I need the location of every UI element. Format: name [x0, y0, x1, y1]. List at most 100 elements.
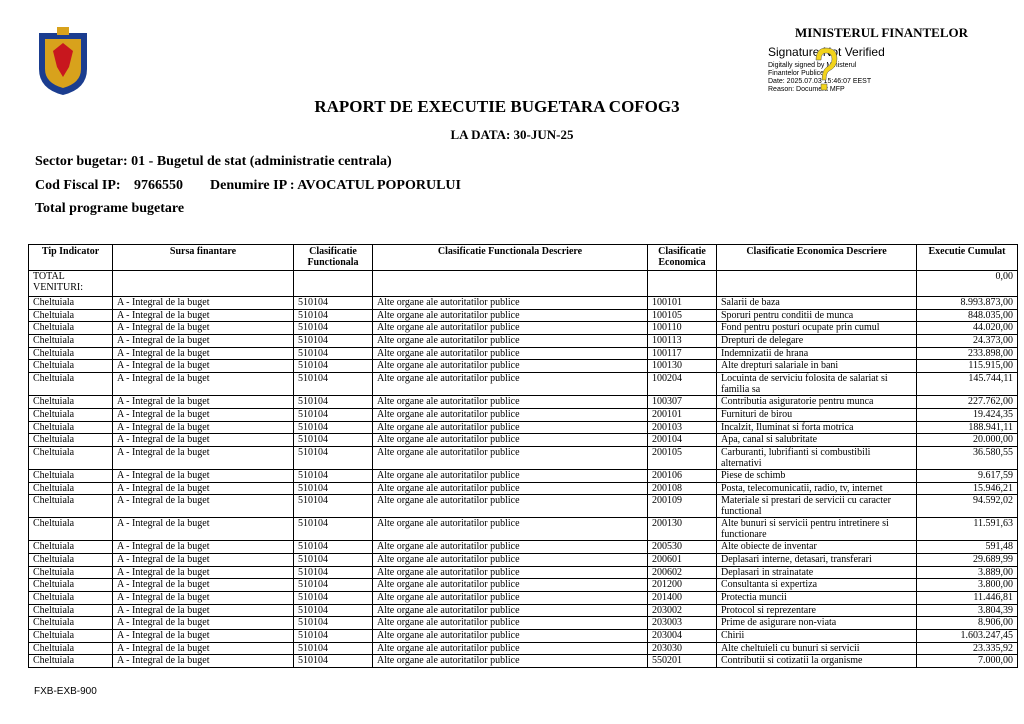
column-header: Clasificatie Functionala Descriere — [372, 244, 648, 271]
cell: 848.035,00 — [916, 308, 1018, 323]
table-row: Cheltuiala A - Integral de la buget 510104… — [28, 517, 1018, 542]
cell: Alte organe ale autoritatilor publice — [372, 629, 648, 643]
cell: Cheltuiala — [28, 420, 113, 435]
table-row: Cheltuiala A - Integral de la buget 510104… — [28, 616, 1018, 631]
cell: Cheltuiala — [28, 565, 113, 580]
cell: 510104 — [293, 468, 373, 483]
coat-of-arms — [39, 27, 87, 95]
cell: 200130 — [647, 517, 717, 542]
cell: Cheltuiala — [28, 481, 113, 496]
cell: A - Integral de la buget — [112, 346, 294, 361]
column-header: Executie Cumulat — [916, 244, 1018, 271]
cell: Alte organe ale autoritatilor publice — [372, 346, 648, 361]
cell: 510104 — [293, 616, 373, 631]
cell: 100117 — [647, 346, 717, 361]
cell: Cheltuiala — [28, 494, 113, 519]
table-row: Cheltuiala A - Integral de la buget 510104… — [28, 433, 1018, 447]
cell: 510104 — [293, 334, 373, 348]
cell: 550201 — [647, 654, 717, 669]
table-row: Cheltuiala A - Integral de la buget 510104… — [28, 359, 1018, 374]
cell: Alte bunuri si servicii pentru intretine… — [716, 517, 917, 542]
cell: Cheltuiala — [28, 578, 113, 592]
cell: Cheltuiala — [28, 321, 113, 336]
cell: 510104 — [293, 552, 373, 567]
report-date: LA DATA: 30-JUN-25 — [450, 127, 574, 142]
cell: 201400 — [647, 591, 717, 605]
cell: Alte organe ale autoritatilor publice — [372, 578, 648, 592]
signature-line: Finantelor Publice — [768, 70, 825, 77]
cell: A - Integral de la buget — [112, 629, 294, 643]
cell: Materiale si prestari de servicii cu car… — [716, 494, 917, 519]
column-header: Clasificatie Functionala — [293, 244, 373, 271]
cell: 510104 — [293, 296, 373, 310]
cell: 20.000,00 — [916, 433, 1018, 447]
cell: 200104 — [647, 433, 717, 447]
cell: Fond pentru posturi ocupate prin cumul — [716, 321, 917, 336]
cell: A - Integral de la buget — [112, 481, 294, 496]
cell: 510104 — [293, 445, 373, 470]
cell: Cheltuiala — [28, 591, 113, 605]
cell: 11.446,81 — [916, 591, 1018, 605]
cell: 510104 — [293, 346, 373, 361]
cell — [647, 270, 717, 297]
cell: Alte organe ale autoritatilor publice — [372, 481, 648, 496]
table-row: Cheltuiala A - Integral de la buget 510104… — [28, 629, 1018, 643]
cell: Protocol si reprezentare — [716, 603, 917, 618]
cell: Alte organe ale autoritatilor publice — [372, 359, 648, 374]
cell: 203030 — [647, 641, 717, 656]
cell: 510104 — [293, 321, 373, 336]
table-row: Cheltuiala A - Integral de la buget 510104… — [28, 395, 1018, 409]
cell: 510104 — [293, 395, 373, 409]
cell: Locuinta de serviciu folosita de salaria… — [716, 372, 917, 397]
table-row: Cheltuiala A - Integral de la buget 510104… — [28, 603, 1018, 618]
cell: 203003 — [647, 616, 717, 631]
cell: A - Integral de la buget — [112, 359, 294, 374]
total-programe: Total programe bugetare — [35, 201, 185, 216]
cell: 510104 — [293, 481, 373, 496]
cell: 1.603.247,45 — [916, 629, 1018, 643]
cell: 200101 — [647, 407, 717, 422]
cell: Deplasari interne, detasari, transferari — [716, 552, 917, 567]
cell: Alte organe ale autoritatilor publice — [372, 445, 648, 470]
cell: A - Integral de la buget — [112, 407, 294, 422]
cell: Alte organe ale autoritatilor publice — [372, 372, 648, 397]
cell: 3.889,00 — [916, 565, 1018, 580]
cell: 7.000,00 — [916, 654, 1018, 669]
cell: Alte organe ale autoritatilor publice — [372, 616, 648, 631]
cell: A - Integral de la buget — [112, 578, 294, 592]
cell: 200106 — [647, 468, 717, 483]
cell: 510104 — [293, 359, 373, 374]
cell: Cheltuiala — [28, 372, 113, 397]
cell: 100204 — [647, 372, 717, 397]
cell: 510104 — [293, 591, 373, 605]
cell: A - Integral de la buget — [112, 552, 294, 567]
cell: Alte organe ale autoritatilor publice — [372, 395, 648, 409]
cell: A - Integral de la buget — [112, 321, 294, 336]
table-row: Cheltuiala A - Integral de la buget 510104… — [28, 346, 1018, 361]
cell: Salarii de baza — [716, 296, 917, 310]
header-row: Tip Indicator Sursa finantare Clasificatie… — [28, 244, 1018, 271]
cell: 200530 — [647, 540, 717, 554]
ministry: MINISTERUL FINANTELOR — [795, 25, 969, 40]
denumire: Denumire IP : AVOCATUL POPORULUI — [210, 178, 461, 193]
cell: Cheltuiala — [28, 468, 113, 483]
cell: Cheltuiala — [28, 616, 113, 631]
cell: A - Integral de la buget — [112, 395, 294, 409]
cell: 100105 — [647, 308, 717, 323]
table-row: Cheltuiala A - Integral de la buget 510104… — [28, 578, 1018, 592]
signature-line: Digitally signed by Ministerul — [768, 62, 857, 69]
cell: Alte cheltuieli cu bunuri si servicii — [716, 641, 917, 656]
cell: Drepturi de delegare — [716, 334, 917, 348]
budget-table: Tip Indicator Sursa finantare Clasificatie… — [28, 244, 1018, 669]
cell: Contributia asiguratorie pentru munca — [716, 395, 917, 409]
cell: A - Integral de la buget — [112, 433, 294, 447]
cell: 100307 — [647, 395, 717, 409]
table-row: Cheltuiala A - Integral de la buget 510104… — [28, 407, 1018, 422]
table-row: Cheltuiala A - Integral de la buget 510104… — [28, 445, 1018, 470]
cell: Prime de asigurare non-viata — [716, 616, 917, 631]
cell: Alte organe ale autoritatilor publice — [372, 433, 648, 447]
cell: A - Integral de la buget — [112, 654, 294, 669]
cell: Incalzit, Iluminat si forta motrica — [716, 420, 917, 435]
cell: 44.020,00 — [916, 321, 1018, 336]
